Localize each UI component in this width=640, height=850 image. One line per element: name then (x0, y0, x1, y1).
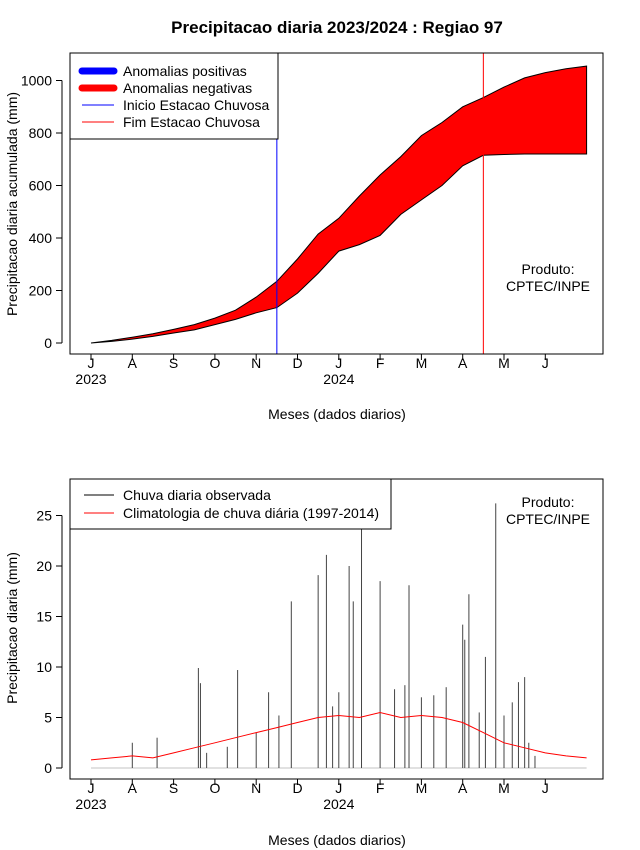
legend: Chuva diaria observada Climatologia de c… (69, 478, 392, 530)
x-tick-label: J (88, 355, 95, 371)
x-tick-label: M (416, 780, 428, 796)
y-tick-label: 15 (36, 609, 52, 625)
annotation-line-1: Produto: (522, 494, 575, 510)
x-tick-label: A (128, 780, 138, 796)
y-tick-label: 25 (36, 508, 52, 524)
y-axis: 0 200 400 600 800 1000 (21, 73, 63, 351)
x-tick-label: A (458, 780, 468, 796)
x-tick-label: O (209, 780, 220, 796)
x-tick-label: J (335, 355, 342, 371)
year-label: 2024 (323, 371, 354, 387)
x-tick-label: O (209, 355, 220, 371)
climatology-line (90, 711, 587, 761)
x-tick-label: F (376, 355, 385, 371)
anomaly-area (90, 65, 588, 344)
x-tick-label: D (292, 355, 302, 371)
annotation-line-2: CPTEC/INPE (506, 511, 590, 527)
y-tick-label: 1000 (21, 73, 52, 89)
x-tick-label: M (416, 355, 428, 371)
legend-label-observed: Chuva diaria observada (123, 487, 271, 503)
y-tick-label: 0 (44, 760, 52, 776)
x-tick-label: M (498, 780, 510, 796)
x-tick-label: A (128, 355, 138, 371)
x-tick-label: J (542, 355, 549, 371)
legend-box (69, 478, 392, 530)
x-tick-label: J (542, 780, 549, 796)
annotation-line-1: Produto: (522, 261, 575, 277)
negative-anomaly-fill (90, 65, 588, 344)
y-tick-label: 800 (29, 125, 53, 141)
x-tick-label: N (251, 780, 261, 796)
x-axis-label: Meses (dados diarios) (268, 406, 406, 422)
y-tick-label: 200 (29, 283, 53, 299)
observed-bars (91, 503, 587, 769)
x-tick-label: D (292, 780, 302, 796)
y-tick-label: 0 (44, 335, 52, 351)
y-axis-label: Precipitacao diaria (mm) (4, 552, 20, 704)
y-tick-label: 20 (36, 558, 52, 574)
x-axis-label: Meses (dados diarios) (268, 832, 406, 848)
climatology-series-line (90, 711, 587, 761)
year-label: 2023 (75, 371, 106, 387)
year-label: 2023 (75, 796, 106, 812)
legend-label-end: Fim Estacao Chuvosa (123, 114, 260, 130)
y-axis: 0 5 10 15 20 25 (36, 508, 63, 776)
x-tick-label: A (458, 355, 468, 371)
legend: Anomalias positivas Anomalias negativas … (69, 52, 279, 140)
y-axis-label: Precipitacao diaria acumulada (mm) (4, 92, 20, 316)
y-tick-label: 5 (44, 710, 52, 726)
x-tick-label: J (88, 780, 95, 796)
x-tick-label: F (376, 780, 385, 796)
y-tick-label: 600 (29, 178, 53, 194)
legend-label-onset: Inicio Estacao Chuvosa (123, 97, 270, 113)
legend-label-climatology: Climatologia de chuva diária (1997-2014) (123, 505, 379, 521)
year-label: 2024 (323, 796, 354, 812)
legend-box (69, 52, 279, 140)
legend-label-negative: Anomalias negativas (123, 80, 252, 96)
y-tick-label: 10 (36, 659, 52, 675)
x-tick-label: S (169, 355, 178, 371)
x-tick-label: J (335, 780, 342, 796)
x-tick-label: N (251, 355, 261, 371)
x-tick-label: S (169, 780, 178, 796)
legend-label-positive: Anomalias positivas (123, 63, 247, 79)
x-tick-label: M (498, 355, 510, 371)
chart-title: Precipitacao diaria 2023/2024 : Regiao 9… (171, 18, 503, 37)
annotation-line-2: CPTEC/INPE (506, 278, 590, 294)
y-tick-label: 400 (29, 230, 53, 246)
